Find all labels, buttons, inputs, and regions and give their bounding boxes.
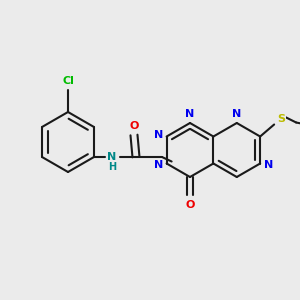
Text: N: N (263, 160, 273, 170)
Text: N: N (185, 109, 195, 119)
Text: N: N (232, 109, 242, 119)
Text: O: O (129, 121, 139, 131)
Text: N: N (107, 152, 117, 162)
Text: H: H (108, 162, 116, 172)
Text: O: O (185, 200, 195, 210)
Text: N: N (154, 130, 163, 140)
Text: S: S (277, 115, 285, 124)
Text: N: N (154, 160, 163, 170)
Text: Cl: Cl (62, 76, 74, 86)
